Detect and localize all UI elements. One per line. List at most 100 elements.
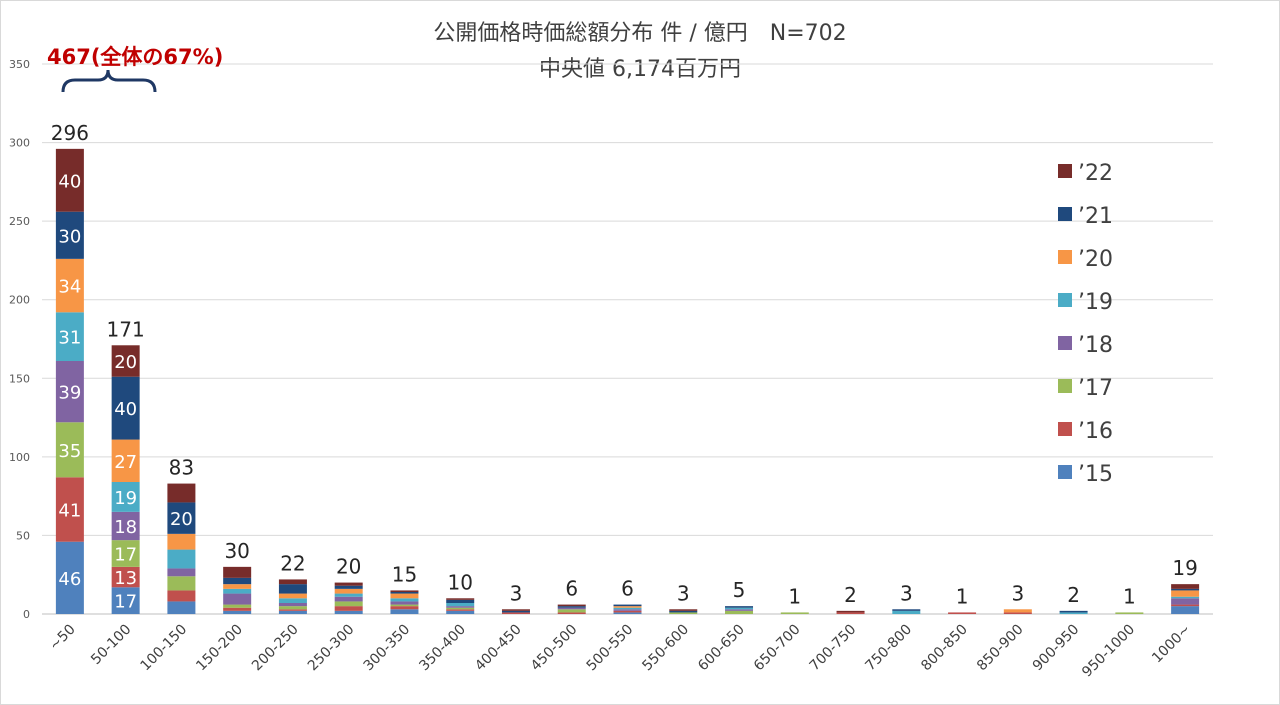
x-tick-label: 350-400 xyxy=(416,622,469,675)
bar-segment xyxy=(557,612,586,614)
bar-segment xyxy=(334,585,363,589)
bar-segment xyxy=(278,609,307,611)
bar-segment xyxy=(334,596,363,602)
bar-segment xyxy=(55,148,84,212)
total-value-label: 6 xyxy=(621,577,634,601)
bar-segment xyxy=(725,610,754,614)
bar-segment xyxy=(223,566,252,578)
segment-value-label: 35 xyxy=(58,441,81,462)
bar-segment xyxy=(278,610,307,614)
x-tick-label: 850-900 xyxy=(974,622,1027,675)
x-tick-label: 1000~ xyxy=(1149,622,1194,667)
chart-title: 公開価格時価総額分布 件 / 億円 N=702 xyxy=(433,21,846,46)
legend-label: ’22 xyxy=(1078,161,1113,186)
legend: ’22 ’21 ’20 ’19 ’18 ’17 ’16 ’15 xyxy=(1058,161,1113,487)
bar-segment xyxy=(167,590,196,602)
bar-segment xyxy=(55,211,84,259)
total-value-label: 3 xyxy=(510,581,523,605)
bar-segment xyxy=(1171,598,1200,605)
total-value-label: 6 xyxy=(565,577,578,601)
bar-segment xyxy=(278,606,307,610)
bar-segment xyxy=(1171,588,1200,591)
total-value-label: 20 xyxy=(336,555,361,579)
bar-segment xyxy=(669,609,698,611)
total-value-label: 19 xyxy=(1172,556,1197,580)
segment-value-label: 18 xyxy=(114,517,137,538)
bar-segment xyxy=(390,590,419,592)
total-value-label: 10 xyxy=(447,570,472,594)
y-tick-label: 0 xyxy=(23,608,30,621)
bar-segment xyxy=(334,582,363,586)
bar-segment xyxy=(557,607,586,610)
bar-segment xyxy=(446,598,475,600)
callout-brace xyxy=(61,69,157,93)
bar-segment xyxy=(278,598,307,603)
segment-value-label: 30 xyxy=(58,226,81,247)
bar-segment xyxy=(223,584,252,589)
total-value-label: 3 xyxy=(1011,581,1024,605)
bar-segment xyxy=(501,612,530,614)
bar-segment xyxy=(780,612,809,614)
x-tick-label: 700-750 xyxy=(807,622,860,675)
bar-segment xyxy=(446,609,475,611)
bar-segment xyxy=(55,258,84,313)
bar-segment xyxy=(725,607,754,610)
segment-value-label: 39 xyxy=(58,383,81,404)
bar-segment xyxy=(278,593,307,599)
x-tick-label: 200-250 xyxy=(249,622,302,675)
bar-segment xyxy=(1171,584,1200,589)
bar-segment xyxy=(501,609,530,611)
segment-value-label: 20 xyxy=(170,509,193,530)
legend-label: ’16 xyxy=(1078,419,1113,444)
bar-segment xyxy=(111,511,140,541)
legend-swatch xyxy=(1058,207,1072,221)
total-value-label: 83 xyxy=(169,456,194,480)
bar-segment xyxy=(111,376,140,440)
bar-segment xyxy=(836,610,865,613)
bar-segment xyxy=(223,588,252,594)
segment-value-label: 34 xyxy=(58,277,81,298)
x-tick-label: 250-300 xyxy=(305,622,358,675)
bar-segment xyxy=(334,588,363,594)
bar-segment xyxy=(669,610,698,613)
x-tick-label: 950-1000 xyxy=(1079,622,1138,681)
segment-value-label: 19 xyxy=(114,488,137,509)
bar-segment xyxy=(613,609,642,611)
segment-value-label: 20 xyxy=(114,352,137,373)
bar-segment xyxy=(334,601,363,607)
bar-segment xyxy=(55,312,84,361)
bar-segment xyxy=(55,361,84,423)
bar-segment xyxy=(613,607,642,610)
legend-swatch xyxy=(1058,164,1072,178)
bar-segment xyxy=(390,592,419,594)
bar-segment xyxy=(111,540,140,567)
bar-segment xyxy=(167,502,196,534)
bar-segment xyxy=(390,606,419,610)
y-tick-label: 300 xyxy=(9,137,30,150)
bar-segment xyxy=(613,606,642,608)
bar-segment xyxy=(446,610,475,614)
x-tick-label: 750-800 xyxy=(862,622,915,675)
chart-subtitle: 中央値 6,174百万円 xyxy=(539,57,741,82)
bar-segment xyxy=(725,606,754,608)
total-value-label: 5 xyxy=(733,578,746,602)
grid-lines xyxy=(42,63,1213,615)
bar-segment xyxy=(446,606,475,608)
bar-segment xyxy=(167,568,196,577)
y-tick-label: 250 xyxy=(9,215,30,228)
y-tick-label: 350 xyxy=(9,58,30,71)
x-tick-label: 650-700 xyxy=(751,622,804,675)
bar-segment xyxy=(613,604,642,607)
x-axis: ~50 50-100 100-150 150-200 200-250 250-300 300… xyxy=(47,622,1194,681)
bar-segment xyxy=(223,610,252,614)
bar-segment xyxy=(948,612,977,614)
total-value-label: 1 xyxy=(1123,584,1136,608)
bar-segment xyxy=(446,603,475,607)
bar-segment xyxy=(334,610,363,614)
total-value-label: 30 xyxy=(224,539,249,563)
bar-segment xyxy=(669,612,698,614)
x-tick-label: 400-450 xyxy=(472,622,525,675)
bar-segment xyxy=(111,439,140,482)
segment-value-label: 17 xyxy=(114,592,137,613)
